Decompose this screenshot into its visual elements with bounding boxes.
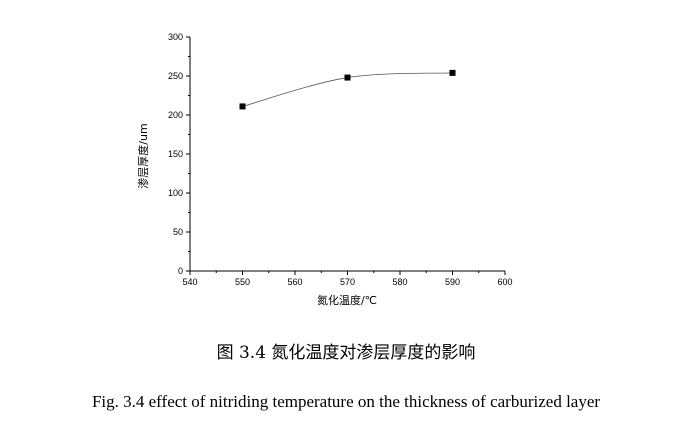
y-tick-label: 200 <box>168 110 183 120</box>
data-point <box>239 103 246 110</box>
figure-caption-english: Fig. 3.4 effect of nitriding temperature… <box>91 392 601 411</box>
plot-area: 540 550 560 570 580 590 600 0 50 100 150 200 250 300 <box>168 32 513 287</box>
x-tick-label: 580 <box>392 277 407 287</box>
data-point <box>449 69 456 76</box>
figure-caption-chinese: 图 3.4 氮化温度对渗层厚度的影响 <box>216 343 476 363</box>
x-tick-label: 550 <box>235 277 250 287</box>
y-tick-label: 150 <box>168 149 183 159</box>
data-point <box>344 74 351 81</box>
y-tick-label: 300 <box>168 32 183 42</box>
chart-figure: 540 550 560 570 580 590 600050100150200250300 … <box>136 32 513 307</box>
x-axis-label: 氮化温度/℃ <box>317 293 377 307</box>
y-tick-label: 0 <box>178 266 183 276</box>
x-tick-label: 600 <box>497 277 512 287</box>
x-tick-label: 590 <box>445 277 460 287</box>
x-tick-label: 560 <box>287 277 302 287</box>
y-axis-label: 渗层厚度/um <box>136 123 150 188</box>
x-tick-label: 540 <box>182 277 197 287</box>
y-tick-label: 250 <box>168 71 183 81</box>
y-tick-label: 50 <box>173 227 183 237</box>
x-tick-label: 570 <box>340 277 355 287</box>
y-tick-label: 100 <box>168 188 183 198</box>
